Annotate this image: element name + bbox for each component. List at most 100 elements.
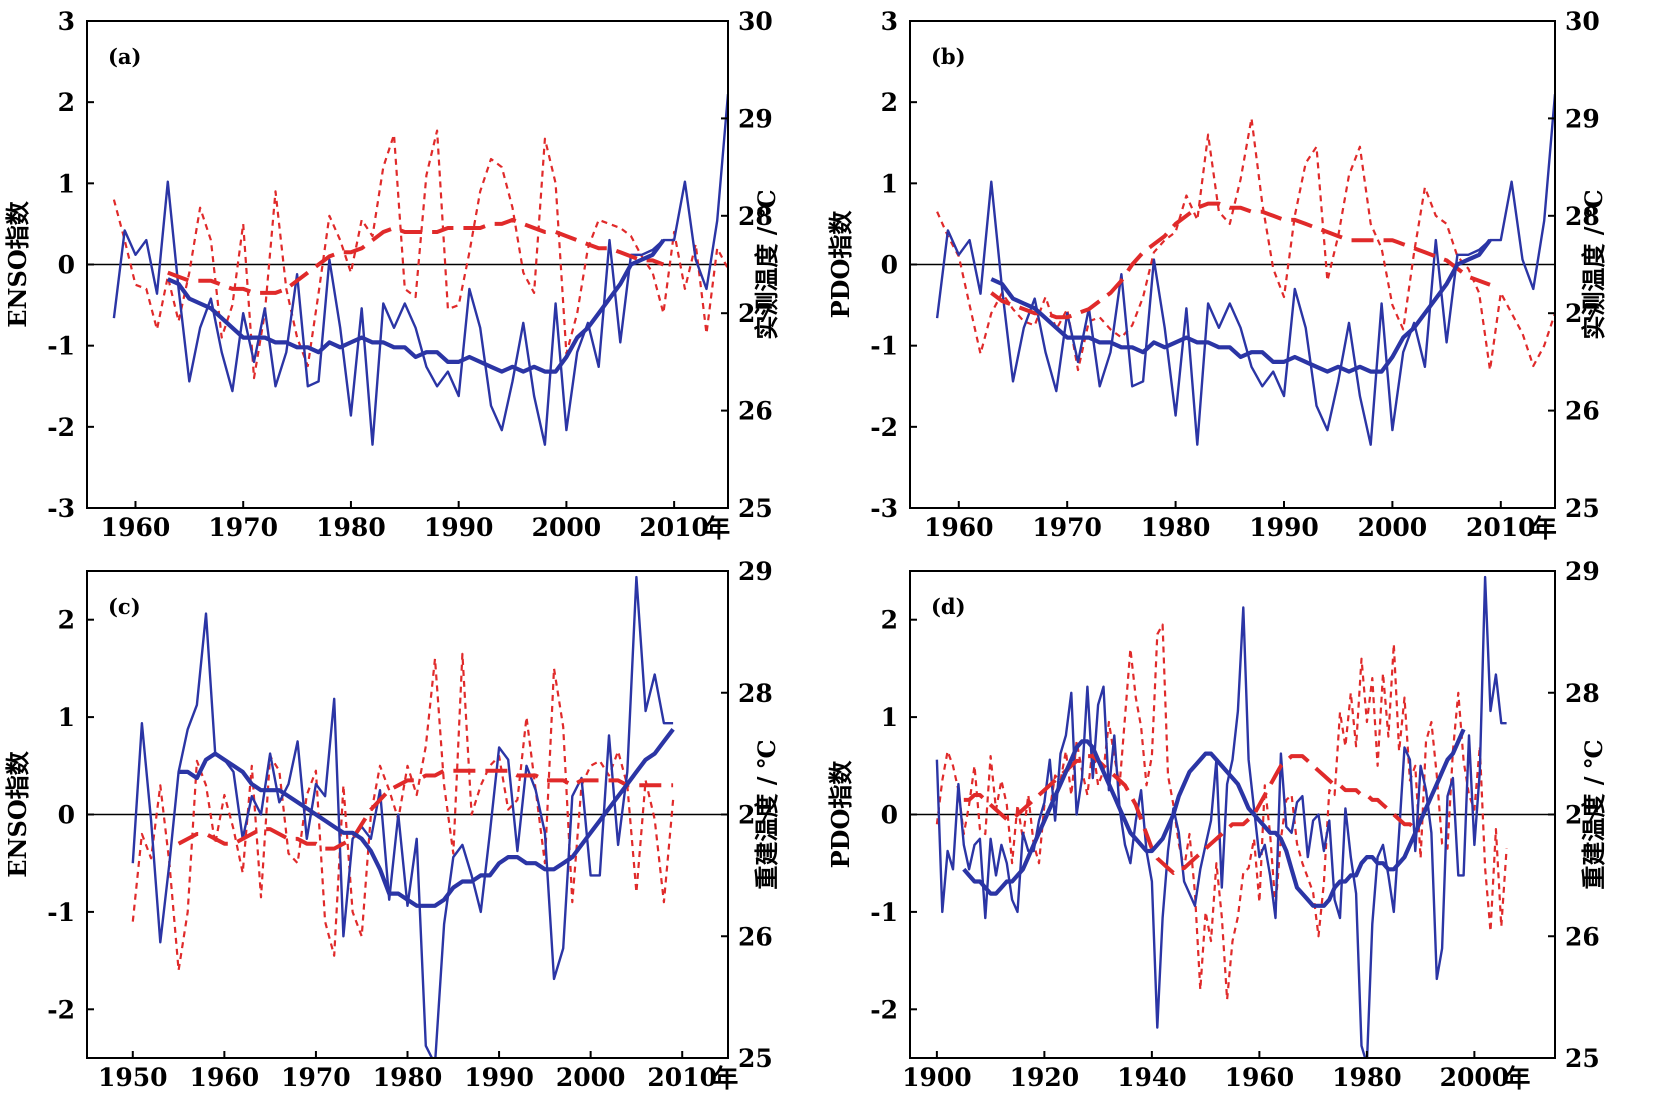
y-tick-label: -2 (47, 413, 75, 442)
series-group (131, 575, 675, 1058)
y-axis-title: PDO指数 (826, 210, 855, 319)
series-group (935, 575, 1508, 1058)
y2-tick-label: 29 (738, 104, 773, 133)
y-tick-label: -3 (47, 494, 75, 523)
x-tick-label: 1980 (1332, 1063, 1402, 1092)
series-line-annual-temperature (935, 93, 1555, 446)
y2-tick-label: 27 (1565, 801, 1600, 830)
y-tick-label: 1 (881, 703, 898, 732)
y-tick-label: 0 (881, 251, 898, 280)
x-tick-label: 1960 (924, 513, 994, 542)
y2-tick-label: 30 (738, 7, 773, 36)
y2-tick-label: 27 (738, 801, 773, 830)
x-tick-label: 1980 (1141, 513, 1211, 542)
y2-tick-label: 25 (738, 494, 773, 523)
y-axis-title: PDO指数 (826, 760, 855, 869)
y-tick-label: 2 (881, 88, 898, 117)
y2-axis-title: 重建温度 / ℃ (1579, 739, 1608, 889)
series-line-reconstructed-temperature (131, 575, 674, 1058)
series-line-temperature-11-yr-mean (990, 238, 1492, 374)
y2-tick-label: 26 (1565, 922, 1600, 951)
x-tick-label: 1960 (190, 1063, 260, 1092)
series-line-temperature-11-yr-mean (962, 728, 1466, 908)
y-tick-label: -3 (870, 494, 898, 523)
y-tick-label: 2 (881, 606, 898, 635)
x-tick-label: 2000 (1440, 1063, 1510, 1092)
series-line-pdo-index (936, 117, 1555, 372)
y-tick-label: -1 (47, 332, 75, 361)
y2-tick-label: 25 (1565, 494, 1600, 523)
y-tick-label: 3 (58, 7, 75, 36)
y2-tick-label: 29 (738, 557, 773, 586)
x-tick-label: 1980 (316, 513, 386, 542)
y-tick-label: -2 (870, 995, 898, 1024)
x-tick-label: 2010 (1466, 513, 1536, 542)
x-tick-label: 1950 (98, 1063, 168, 1092)
panel-label: (a) (108, 44, 141, 69)
y2-tick-label: 29 (1565, 104, 1600, 133)
y2-tick-label: 30 (1565, 7, 1600, 36)
x-unit-label: 年 (705, 514, 730, 543)
panel-label: (d) (931, 594, 966, 619)
y2-tick-label: 27 (738, 299, 773, 328)
y2-tick-label: 28 (1565, 679, 1600, 708)
x-unit-label: 年 (1505, 1064, 1530, 1093)
series-line-enso-index (112, 129, 728, 380)
series-line-enso-index-11-yr-mean (167, 217, 665, 295)
series-line-pdo-index-11-yr-mean (990, 201, 1491, 320)
x-tick-label: 1990 (1249, 513, 1319, 542)
x-tick-label: 1960 (101, 513, 171, 542)
y-tick-label: 1 (58, 169, 75, 198)
y2-axis-title: 实测温度 / ℃ (752, 189, 781, 339)
y2-tick-label: 27 (1565, 299, 1600, 328)
y2-tick-label: 26 (738, 922, 773, 951)
panel-label: (b) (931, 44, 966, 69)
x-tick-label: 1970 (208, 513, 278, 542)
x-tick-label: 2010 (647, 1063, 717, 1092)
x-tick-label: 1990 (464, 1063, 534, 1092)
panel-label: (c) (108, 594, 141, 619)
y-axis-title: ENSO指数 (3, 750, 32, 877)
series-line-temperature-11-yr-mean (166, 238, 666, 374)
x-tick-label: 1980 (373, 1063, 443, 1092)
y-tick-label: 1 (58, 703, 75, 732)
y-tick-label: -2 (47, 995, 75, 1024)
y-tick-label: 2 (58, 606, 75, 635)
y-tick-label: -2 (870, 413, 898, 442)
series-line-pdo-index (935, 623, 1508, 1001)
x-tick-label: 1940 (1117, 1063, 1187, 1092)
y2-tick-label: 29 (1565, 557, 1600, 586)
y2-tick-label: 28 (738, 202, 773, 231)
x-unit-label: 年 (1532, 514, 1557, 543)
series-group (935, 93, 1555, 446)
series-line-enso-index (131, 652, 675, 972)
x-tick-label: 1960 (1225, 1063, 1295, 1092)
y2-tick-label: 26 (1565, 397, 1600, 426)
series-line-temperature-11-yr-mean (178, 728, 675, 908)
y-axis-title: ENSO指数 (3, 200, 32, 327)
x-unit-label: 年 (713, 1064, 738, 1093)
series-group (112, 93, 728, 446)
y-tick-label: -1 (870, 332, 898, 361)
y2-axis-title: 重建温度 / ℃ (752, 739, 781, 889)
y-tick-label: -1 (870, 898, 898, 927)
series-line-enso-index-11-yr-mean (177, 768, 674, 851)
y2-tick-label: 28 (738, 679, 773, 708)
y-tick-label: 0 (58, 251, 75, 280)
x-tick-label: 2000 (556, 1063, 626, 1092)
y2-tick-label: 26 (738, 397, 773, 426)
y-tick-label: 0 (58, 801, 75, 830)
y2-tick-label: 25 (738, 1044, 773, 1073)
x-tick-label: 1900 (902, 1063, 972, 1092)
x-tick-label: 2000 (532, 513, 602, 542)
x-tick-label: 1970 (281, 1063, 351, 1092)
y2-tick-label: 25 (1565, 1044, 1600, 1073)
x-tick-label: 1970 (1032, 513, 1102, 542)
y2-axis-title: 实测温度 / ℃ (1579, 189, 1608, 339)
y2-tick-label: 28 (1565, 202, 1600, 231)
y-tick-label: -1 (47, 898, 75, 927)
